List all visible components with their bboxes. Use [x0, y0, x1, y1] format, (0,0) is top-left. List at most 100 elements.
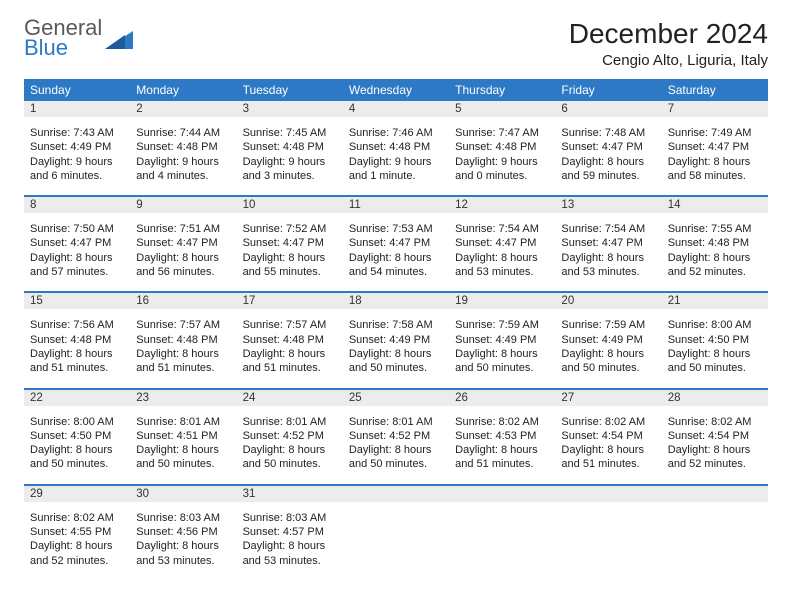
sunset-text: Sunset: 4:48 PM: [243, 140, 337, 154]
sunset-text: Sunset: 4:48 PM: [668, 236, 762, 250]
sunset-text: Sunset: 4:47 PM: [30, 236, 124, 250]
day-number: 19: [449, 291, 555, 309]
sunset-text: Sunset: 4:50 PM: [30, 429, 124, 443]
day-cell: Sunrise: 8:02 AMSunset: 4:53 PMDaylight:…: [449, 412, 555, 478]
daylight-text: and 52 minutes.: [668, 265, 762, 279]
sunrise-text: Sunrise: 7:53 AM: [349, 222, 443, 236]
sunrise-text: Sunrise: 8:01 AM: [243, 415, 337, 429]
day-cell: Sunrise: 7:51 AMSunset: 4:47 PMDaylight:…: [130, 219, 236, 285]
daylight-text: and 54 minutes.: [349, 265, 443, 279]
daylight-text: Daylight: 8 hours: [455, 347, 549, 361]
sunrise-text: Sunrise: 7:59 AM: [455, 318, 549, 332]
page-header: General Blue December 2024 Cengio Alto, …: [24, 18, 768, 69]
sunrise-text: Sunrise: 8:01 AM: [136, 415, 230, 429]
week-content-row: Sunrise: 7:56 AMSunset: 4:48 PMDaylight:…: [24, 315, 768, 381]
daylight-text: Daylight: 9 hours: [243, 155, 337, 169]
sunrise-text: Sunrise: 7:57 AM: [243, 318, 337, 332]
sunset-text: Sunset: 4:47 PM: [455, 236, 549, 250]
daylight-text: Daylight: 8 hours: [30, 539, 124, 553]
day-cell: Sunrise: 7:56 AMSunset: 4:48 PMDaylight:…: [24, 315, 130, 381]
sunset-text: Sunset: 4:47 PM: [668, 140, 762, 154]
sunrise-text: Sunrise: 8:02 AM: [668, 415, 762, 429]
daylight-text: and 59 minutes.: [561, 169, 655, 183]
sunrise-text: Sunrise: 7:59 AM: [561, 318, 655, 332]
sunset-text: Sunset: 4:49 PM: [349, 333, 443, 347]
day-cell: Sunrise: 8:00 AMSunset: 4:50 PMDaylight:…: [24, 412, 130, 478]
daylight-text: and 52 minutes.: [30, 554, 124, 568]
sunset-text: Sunset: 4:47 PM: [349, 236, 443, 250]
daylight-text: and 4 minutes.: [136, 169, 230, 183]
day-number: 25: [343, 388, 449, 406]
day-number: 3: [237, 101, 343, 117]
daylight-text: and 50 minutes.: [349, 457, 443, 471]
daylight-text: Daylight: 8 hours: [243, 539, 337, 553]
day-header: Monday: [130, 79, 236, 101]
daylight-text: Daylight: 8 hours: [561, 155, 655, 169]
sunrise-text: Sunrise: 7:54 AM: [561, 222, 655, 236]
day-number: 8: [24, 195, 130, 213]
sunset-text: Sunset: 4:47 PM: [561, 236, 655, 250]
sunset-text: Sunset: 4:55 PM: [30, 525, 124, 539]
daylight-text: Daylight: 9 hours: [136, 155, 230, 169]
daylight-text: and 50 minutes.: [455, 361, 549, 375]
week-content-row: Sunrise: 8:00 AMSunset: 4:50 PM Daylight:…: [24, 412, 768, 478]
day-cell: Sunrise: 7:44 AMSunset: 4:48 PMDaylight:…: [130, 123, 236, 189]
day-number: 4: [343, 101, 449, 117]
day-number: 13: [555, 195, 661, 213]
day-cell: Sunrise: 7:58 AMSunset: 4:49 PMDaylight:…: [343, 315, 449, 381]
day-cell: Sunrise: 7:46 AMSunset: 4:48 PMDaylight:…: [343, 123, 449, 189]
sunset-text: Sunset: 4:48 PM: [136, 333, 230, 347]
day-header: Sunday: [24, 79, 130, 101]
week-number-row: 891011121314: [24, 195, 768, 213]
day-number: 20: [555, 291, 661, 309]
daylight-text: Daylight: 8 hours: [349, 251, 443, 265]
day-cell: Sunrise: 7:54 AMSunset: 4:47 PMDaylight:…: [449, 219, 555, 285]
sunrise-text: Sunrise: 7:54 AM: [455, 222, 549, 236]
sunrise-text: Sunrise: 8:03 AM: [136, 511, 230, 525]
day-number: 16: [130, 291, 236, 309]
daylight-text: and 3 minutes.: [243, 169, 337, 183]
day-cell: Sunrise: 7:57 AMSunset: 4:48 PMDaylight:…: [130, 315, 236, 381]
sunset-text: Sunset: 4:52 PM: [243, 429, 337, 443]
sunrise-text: Sunrise: 8:02 AM: [30, 511, 124, 525]
sunrise-text: Sunrise: 8:00 AM: [30, 415, 124, 429]
day-cell: Sunrise: 7:52 AMSunset: 4:47 PMDaylight:…: [237, 219, 343, 285]
week-content-row: Sunrise: 8:02 AMSunset: 4:55 PMDaylight:…: [24, 508, 768, 574]
daylight-text: and 50 minutes.: [349, 361, 443, 375]
daylight-text: and 6 minutes.: [30, 169, 124, 183]
logo-word-2: Blue: [24, 38, 102, 58]
sunrise-text: Sunrise: 7:50 AM: [30, 222, 124, 236]
day-number: 17: [237, 291, 343, 309]
day-number: 6: [555, 101, 661, 117]
daylight-text: and 51 minutes.: [136, 361, 230, 375]
day-number: 26: [449, 388, 555, 406]
daylight-text: Daylight: 8 hours: [136, 251, 230, 265]
day-header-row: SundayMondayTuesdayWednesdayThursdayFrid…: [24, 79, 768, 101]
sunset-text: Sunset: 4:50 PM: [668, 333, 762, 347]
sunset-text: Sunset: 4:47 PM: [561, 140, 655, 154]
day-number: 12: [449, 195, 555, 213]
month-title: December 2024: [569, 18, 768, 50]
day-number: 28: [662, 388, 768, 406]
daylight-text: Daylight: 8 hours: [349, 347, 443, 361]
sunrise-text: Sunrise: 8:00 AM: [668, 318, 762, 332]
sunrise-text: Sunrise: 7:55 AM: [668, 222, 762, 236]
day-cell: Sunrise: 7:47 AMSunset: 4:48 PMDaylight:…: [449, 123, 555, 189]
sunset-text: Sunset: 4:48 PM: [349, 140, 443, 154]
daylight-text: Daylight: 9 hours: [349, 155, 443, 169]
sunset-text: Sunset: 4:49 PM: [30, 140, 124, 154]
daylight-text: and 50 minutes.: [668, 361, 762, 375]
daylight-text: Daylight: 8 hours: [455, 251, 549, 265]
day-header: Wednesday: [343, 79, 449, 101]
daylight-text: and 51 minutes.: [243, 361, 337, 375]
sunset-text: Sunset: 4:48 PM: [30, 333, 124, 347]
calendar-grid: SundayMondayTuesdayWednesdayThursdayFrid…: [24, 79, 768, 574]
day-number: 22: [24, 388, 130, 406]
daylight-text: Daylight: 8 hours: [243, 443, 337, 457]
day-cell: Sunrise: 7:59 AMSunset: 4:49 PMDaylight:…: [555, 315, 661, 381]
sunrise-text: Sunrise: 8:02 AM: [455, 415, 549, 429]
week-number-row: 1234567: [24, 101, 768, 117]
day-cell: Sunrise: 7:59 AMSunset: 4:49 PMDaylight:…: [449, 315, 555, 381]
day-cell: Sunrise: 7:50 AMSunset: 4:47 PMDaylight:…: [24, 219, 130, 285]
day-cell: Sunrise: 8:03 AMSunset: 4:56 PMDaylight:…: [130, 508, 236, 574]
